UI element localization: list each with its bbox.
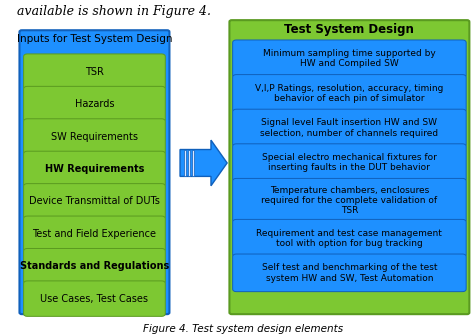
Text: Inputs for Test System Design: Inputs for Test System Design <box>17 34 172 44</box>
Text: Hazards: Hazards <box>75 99 114 109</box>
FancyBboxPatch shape <box>24 281 165 316</box>
FancyBboxPatch shape <box>24 86 165 122</box>
Text: TSR: TSR <box>85 67 104 77</box>
Text: Requirement and test case management
tool with option for bug tracking: Requirement and test case management too… <box>256 228 442 248</box>
FancyBboxPatch shape <box>233 254 466 292</box>
Text: Test System Design: Test System Design <box>284 23 414 36</box>
Text: HW Requirements: HW Requirements <box>45 164 144 174</box>
Text: Special electro mechanical fixtures for
inserting faults in the DUT behavior: Special electro mechanical fixtures for … <box>262 153 437 172</box>
Text: Device Transmittal of DUTs: Device Transmittal of DUTs <box>29 196 160 206</box>
Text: Figure 4. Test system design elements: Figure 4. Test system design elements <box>143 324 343 334</box>
Polygon shape <box>184 150 186 176</box>
FancyBboxPatch shape <box>24 183 165 219</box>
Text: V,I,P Ratings, resolution, accuracy, timing
behavior of each pin of simulator: V,I,P Ratings, resolution, accuracy, tim… <box>255 84 444 103</box>
Polygon shape <box>188 150 190 176</box>
FancyBboxPatch shape <box>233 40 466 78</box>
Text: Standards and Regulations: Standards and Regulations <box>20 261 169 271</box>
Text: SW Requirements: SW Requirements <box>51 131 138 141</box>
Polygon shape <box>180 140 227 186</box>
FancyBboxPatch shape <box>233 178 466 222</box>
FancyBboxPatch shape <box>19 30 169 314</box>
Text: Temperature chambers, enclosures
required for the complete validation of
TSR: Temperature chambers, enclosures require… <box>261 185 438 215</box>
Text: Use Cases, Test Cases: Use Cases, Test Cases <box>40 294 148 304</box>
Polygon shape <box>192 150 194 176</box>
Text: available is shown in Figure 4.: available is shown in Figure 4. <box>17 5 211 18</box>
Text: Signal level Fault insertion HW and SW
selection, number of channels required: Signal level Fault insertion HW and SW s… <box>260 118 438 138</box>
FancyBboxPatch shape <box>229 20 469 314</box>
FancyBboxPatch shape <box>233 144 466 181</box>
Text: Minimum sampling time supported by
HW and Compiled SW: Minimum sampling time supported by HW an… <box>263 49 436 69</box>
FancyBboxPatch shape <box>233 219 466 257</box>
FancyBboxPatch shape <box>24 248 165 284</box>
FancyBboxPatch shape <box>24 54 165 89</box>
Text: Test and Field Experience: Test and Field Experience <box>32 229 156 239</box>
FancyBboxPatch shape <box>24 151 165 186</box>
FancyBboxPatch shape <box>233 109 466 147</box>
FancyBboxPatch shape <box>24 119 165 154</box>
FancyBboxPatch shape <box>233 75 466 112</box>
FancyBboxPatch shape <box>24 216 165 251</box>
Text: Self test and benchmarking of the test
system HW and SW, Test Automation: Self test and benchmarking of the test s… <box>262 263 437 283</box>
